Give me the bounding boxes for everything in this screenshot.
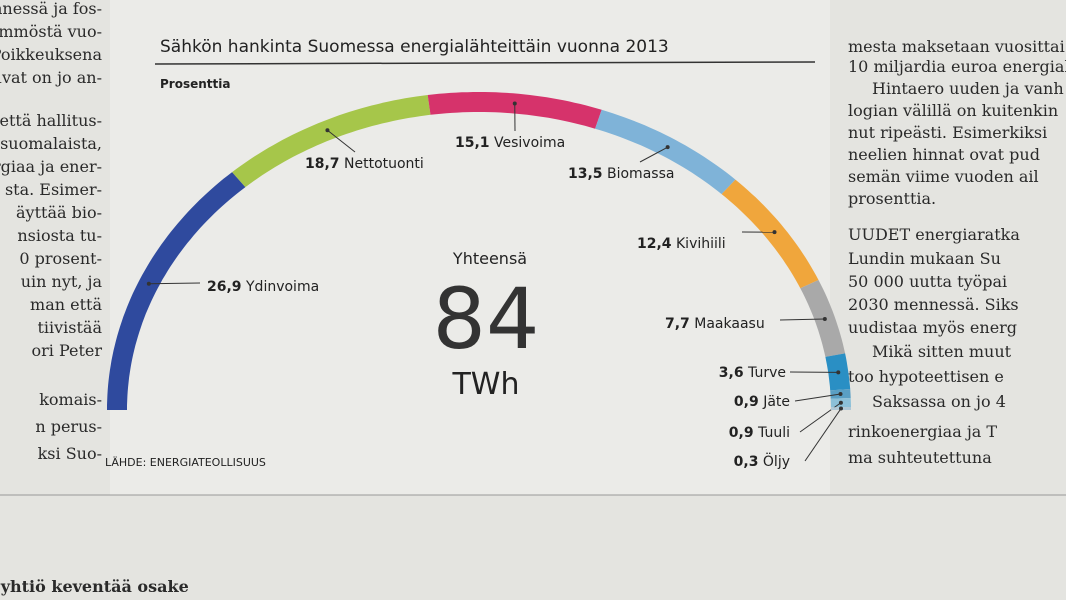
category-label: Maakaasu: [694, 316, 764, 332]
article-line: ma suhteutettuna: [848, 448, 992, 467]
article-line: i. Poikkeuksena: [0, 45, 102, 64]
leader-dot: [772, 230, 777, 235]
article-line: n perus-: [35, 417, 102, 436]
article-line: lämmöstä vuo-: [0, 22, 102, 41]
segment-label: 12,4 Kivihiili: [637, 236, 726, 252]
leader-dot: [836, 370, 841, 375]
article-line: mesta maksetaan vuosittai: [848, 37, 1065, 56]
leader-dot: [512, 101, 517, 106]
leader-line: [148, 282, 201, 285]
leader-dot: [822, 316, 827, 321]
article-line: mennessä ja fos-: [0, 0, 102, 18]
value-label: 18,7: [305, 156, 340, 172]
article-line: too hypoteettisen e: [848, 367, 1004, 386]
article-line: i, että hallitus-: [0, 111, 102, 130]
leader-line: [779, 318, 825, 321]
category-label: Kivihiili: [676, 236, 726, 252]
segment-label: 0,3 Öljy: [734, 452, 790, 470]
leader-dot: [838, 400, 843, 405]
leader-line: [327, 129, 356, 153]
headline: i-yhtiö keventää osake: [0, 577, 189, 596]
article-line: uin nyt, ja: [21, 272, 103, 291]
category-label: Biomassa: [607, 166, 674, 182]
article-line: äyttää bio-: [16, 203, 102, 222]
category-label: Jäte: [762, 394, 790, 410]
category-label: Nettotuonti: [344, 156, 424, 172]
segment-label: 26,9 Ydinvoima: [207, 279, 319, 295]
leader-line: [794, 393, 841, 402]
chart-subtitle: Prosenttia: [160, 77, 230, 91]
article-line: 50 000 uutta työpai: [848, 272, 1007, 291]
category-label: Turve: [747, 365, 786, 381]
segment: [721, 179, 819, 289]
value-label: 0,3: [734, 454, 759, 470]
segment-label: 13,5 Biomassa: [568, 166, 674, 182]
article-line: ergiaa ja ener-: [0, 157, 102, 176]
segment: [800, 280, 846, 357]
segment: [232, 95, 431, 188]
segment-label: 15,1 Vesivoima: [455, 135, 565, 151]
category-label: Ydinvoima: [245, 279, 319, 295]
article-line: logian välillä on kuitenkin: [848, 101, 1058, 120]
segment-label: 0,9 Jäte: [734, 394, 790, 410]
source: LÄHDE: ENERGIATEOLLISUUS: [105, 456, 266, 469]
leader-dot: [325, 128, 330, 133]
article-line: semän viime vuoden ail: [848, 167, 1039, 186]
segment-label: 7,7 Maakaasu: [665, 316, 765, 332]
value-label: 26,9: [207, 279, 242, 295]
article-line: rinkoenergiaa ja T: [848, 422, 997, 441]
total-caption: Yhteensä: [452, 249, 527, 268]
segment: [595, 109, 736, 195]
leader-dot: [146, 281, 151, 286]
value-label: 12,4: [637, 236, 672, 252]
article-line: komais-: [39, 390, 102, 409]
leader-line: [639, 146, 668, 163]
article-line: Lundin mukaan Su: [848, 249, 1001, 268]
article-line: 10 miljardia euroa energial: [848, 57, 1066, 76]
article-line: prosenttia.: [848, 189, 936, 208]
segment-label: 18,7 Nettotuonti: [305, 156, 424, 172]
article-line: suomalaista,: [0, 134, 102, 153]
category-label: Öljy: [763, 452, 790, 470]
article-line: ksi Suo-: [38, 444, 102, 463]
article-line: sta. Esimer-: [5, 180, 102, 199]
leader-line: [804, 408, 842, 462]
article-line: ori Peter: [31, 341, 102, 360]
total-value: 84: [433, 270, 540, 368]
segment-label: 3,6 Turve: [719, 365, 786, 381]
article-line: Saksassa on jo 4: [872, 392, 1006, 411]
leader-dot: [665, 145, 670, 150]
leader-dot: [838, 392, 843, 397]
article-line: 2030 mennessä. Siks: [848, 295, 1019, 314]
value-label: 13,5: [568, 166, 603, 182]
leader-dot: [838, 406, 843, 411]
article-line: nsiosta tu-: [17, 226, 102, 245]
value-label: 15,1: [455, 135, 490, 151]
article-line: neelien hinnat ovat pud: [848, 145, 1040, 164]
value-label: 0,9: [729, 425, 754, 441]
chart-panel: [110, 0, 830, 495]
total-unit: TWh: [451, 367, 519, 402]
category-label: Tuuli: [757, 425, 790, 441]
segment-label: 0,9 Tuuli: [729, 425, 790, 441]
value-label: 0,9: [734, 394, 759, 410]
article-line: nut ripeästi. Esimerkiksi: [848, 123, 1047, 142]
article-line: Mikä sitten muut: [872, 342, 1012, 361]
article-line: 0 prosent-: [19, 249, 102, 268]
value-label: 7,7: [665, 316, 690, 332]
category-label: Vesivoima: [494, 135, 565, 151]
value-label: 3,6: [719, 365, 744, 381]
segment: [107, 172, 246, 410]
chart-title: Sähkön hankinta Suomessa energialähteitt…: [160, 37, 669, 57]
article-line: luvat on jo an-: [0, 68, 102, 87]
article-line: uudistaa myös energ: [848, 318, 1017, 337]
article-line: tiivistää: [37, 318, 102, 337]
article-line: UUDET energiaratka: [848, 225, 1020, 244]
article-line: Hintaero uuden ja vanh: [872, 79, 1064, 98]
title-rule: [154, 61, 816, 65]
article-line: man että: [30, 295, 102, 314]
